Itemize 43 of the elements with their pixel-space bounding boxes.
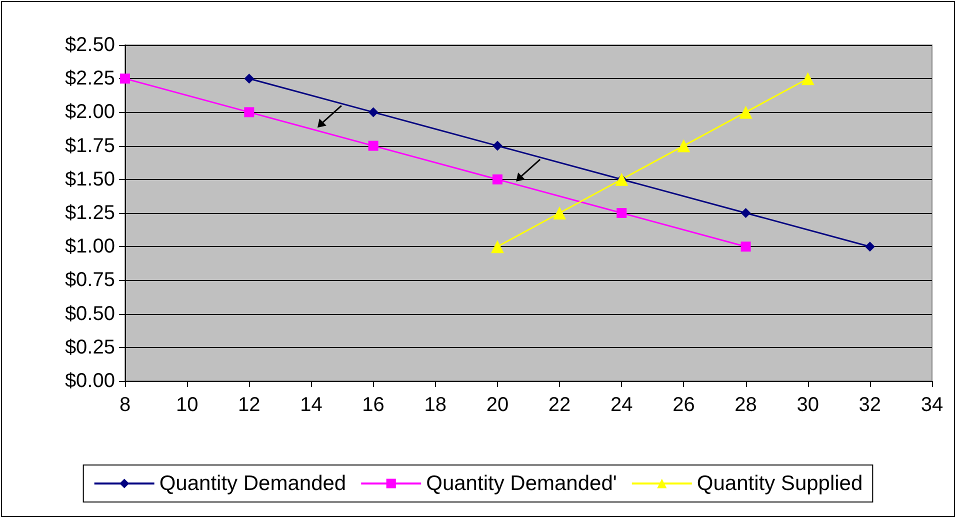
point <box>490 240 504 254</box>
point <box>616 208 627 218</box>
y-tick-label: $0.25 <box>64 336 115 358</box>
x-tick-label: 8 <box>119 394 131 416</box>
x-tick-label: 12 <box>238 394 260 416</box>
point <box>244 107 254 118</box>
y-tick-label: $0.75 <box>64 269 115 292</box>
x-tick-label: 20 <box>486 394 509 416</box>
x-tick-label: 34 <box>920 394 944 416</box>
point <box>492 174 502 184</box>
x-tick-label: 16 <box>362 394 384 416</box>
y-tick-label: $2.00 <box>64 101 115 124</box>
y-tick-label: $0.50 <box>64 302 115 325</box>
y-tick-label: $0.00 <box>64 370 115 392</box>
point <box>368 107 378 118</box>
point <box>739 106 752 119</box>
x-tick-label: 26 <box>672 394 695 416</box>
y-tick-label: $2.50 <box>64 34 115 56</box>
legend-label: Quantity Demanded <box>159 472 346 495</box>
y-tick-label: $1.75 <box>64 134 115 157</box>
x-tick-label: 14 <box>300 394 322 416</box>
point <box>740 208 751 218</box>
point <box>740 242 751 252</box>
y-tick-label: $1.50 <box>64 168 115 190</box>
point <box>553 206 566 220</box>
point <box>368 140 378 151</box>
point <box>801 72 814 86</box>
legend-label: Quantity Demanded' <box>426 472 617 495</box>
x-tick-label: 24 <box>610 394 633 416</box>
point <box>864 242 875 252</box>
x-tick-label: 28 <box>734 394 757 416</box>
point <box>677 139 690 152</box>
x-tick-label: 32 <box>858 394 882 416</box>
point <box>492 140 502 151</box>
x-tick-label: 10 <box>176 394 198 416</box>
legend-label: Quantity Supplied <box>696 472 863 495</box>
x-tick-label: 18 <box>424 394 447 416</box>
y-tick-label: $2.25 <box>64 68 115 90</box>
point <box>244 74 254 84</box>
y-tick-label: $1.00 <box>64 236 115 258</box>
x-tick-label: 30 <box>796 394 819 416</box>
y-tick-label: $1.25 <box>64 202 115 224</box>
x-tick-label: 22 <box>548 394 571 416</box>
